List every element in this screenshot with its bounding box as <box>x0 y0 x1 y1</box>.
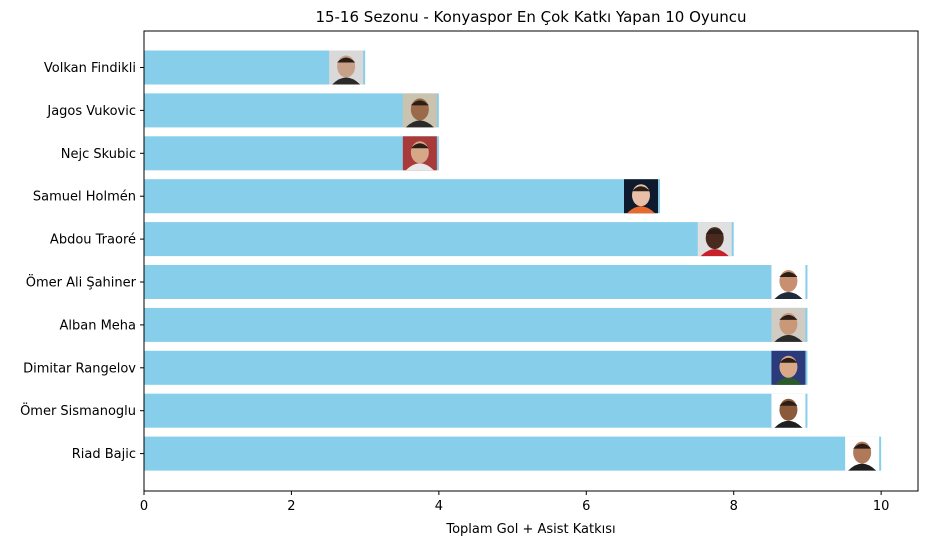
x-tick-label: 4 <box>435 499 443 514</box>
player-photo-icon <box>771 265 806 299</box>
x-tick-label: 10 <box>873 499 890 514</box>
y-tick-label: Riad Bajic <box>72 447 136 462</box>
x-axis-label: Toplam Gol + Asist Katkısı <box>445 522 615 537</box>
photos-layer <box>329 50 880 471</box>
bar-3 <box>144 136 439 171</box>
player-photo-icon <box>771 393 806 428</box>
y-axis: Volkan Findikli Jagos Vukovic Nejc Skubic S… <box>20 61 144 462</box>
y-tick-label: Nejc Skubic <box>61 147 136 162</box>
bar-9 <box>144 393 808 428</box>
player-photo-icon <box>697 222 732 257</box>
y-tick-label: Samuel Holmén <box>33 190 136 205</box>
player-photo-icon <box>329 50 364 85</box>
player-photo-icon <box>771 350 806 385</box>
bar-2 <box>144 93 439 128</box>
x-tick-label: 8 <box>730 499 738 514</box>
x-tick-label: 6 <box>582 499 590 514</box>
y-tick-label: Alban Meha <box>59 318 136 333</box>
bar-10 <box>144 436 882 471</box>
x-tick-label: 2 <box>287 499 295 514</box>
y-tick-label: Ömer Ali Şahiner <box>26 274 137 291</box>
y-tick-label: Dimitar Rangelov <box>23 361 136 376</box>
bar-8 <box>144 350 808 385</box>
bar-5 <box>144 222 734 257</box>
y-tick-label: Abdou Traoré <box>50 233 136 248</box>
player-photo-icon <box>402 136 437 171</box>
x-axis: 0 2 4 6 8 10 <box>140 491 890 514</box>
bar-1 <box>144 50 366 85</box>
bar-4 <box>144 179 660 214</box>
player-photo-icon <box>771 307 806 342</box>
x-tick-label: 0 <box>140 499 148 514</box>
player-photo-icon <box>845 436 880 471</box>
y-tick-label: Jagos Vukovic <box>46 104 136 119</box>
y-tick-label: Ömer Sismanoglu <box>20 402 136 419</box>
bar-7 <box>144 307 808 342</box>
chart-title: 15-16 Sezonu - Konyaspor En Çok Katkı Ya… <box>315 8 746 26</box>
bars-layer <box>144 50 882 471</box>
bar-6 <box>144 265 808 299</box>
y-tick-label: Volkan Findikli <box>44 61 136 76</box>
player-photo-icon <box>624 179 658 214</box>
player-photo-icon <box>402 93 437 128</box>
plot-frame <box>143 30 919 492</box>
